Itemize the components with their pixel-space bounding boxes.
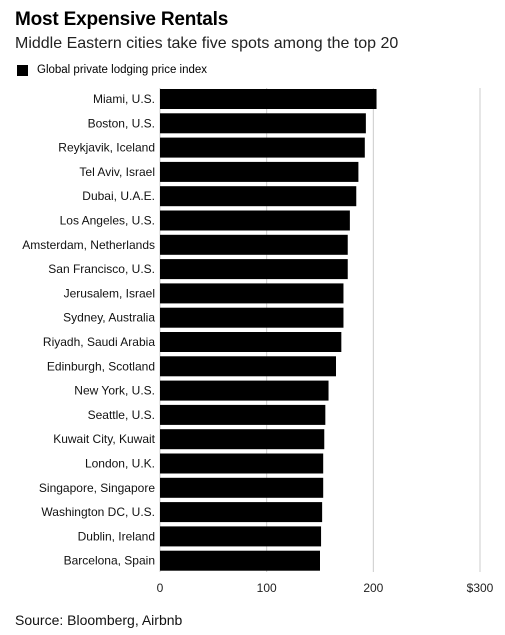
bar: [160, 307, 344, 328]
bar: [160, 550, 320, 571]
category-label: San Francisco, U.S.: [48, 262, 155, 276]
bar: [160, 380, 329, 401]
category-label: Washington DC, U.S.: [41, 505, 155, 519]
bar: [160, 429, 325, 450]
category-label: Miami, U.S.: [93, 92, 155, 106]
category-label: Edinburgh, Scotland: [47, 359, 155, 373]
category-label: Sydney, Australia: [63, 311, 155, 325]
bar: [160, 477, 324, 498]
category-label: Barcelona, Spain: [64, 554, 155, 568]
chart-subtitle: Middle Eastern cities take five spots am…: [15, 35, 399, 52]
x-tick-label: 100: [257, 581, 277, 595]
category-label: Reykjavik, Iceland: [58, 141, 155, 155]
legend-swatch: [17, 64, 28, 76]
bar: [160, 283, 344, 304]
gridlines: [159, 88, 481, 572]
x-tick-label: 200: [363, 581, 383, 595]
legend-label: Global private lodging price index: [37, 64, 208, 76]
x-axis-ticks: 0 100 200 $300: [157, 581, 494, 595]
category-label: Seattle, U.S.: [88, 408, 155, 422]
bar: [160, 137, 365, 158]
bars: [160, 89, 377, 571]
bar: [160, 453, 324, 474]
bar: [160, 332, 342, 352]
bar: [160, 161, 359, 182]
category-label: Tel Aviv, Israel: [79, 165, 155, 179]
bar: [160, 89, 377, 109]
category-label: Dubai, U.A.E.: [82, 189, 155, 203]
category-label: Kuwait City, Kuwait: [53, 432, 155, 446]
source-note: Source: Bloomberg, Airbnb: [15, 612, 183, 628]
category-labels: Miami, U.S. Boston, U.S. Reykjavik, Icelan…: [22, 92, 155, 568]
bar: [160, 502, 323, 523]
category-label: Los Angeles, U.S.: [60, 214, 155, 228]
category-label: Dublin, Ireland: [78, 529, 155, 543]
legend: Global private lodging price index: [17, 64, 207, 76]
x-tick-label: $300: [467, 581, 494, 595]
bar: [160, 259, 348, 280]
bar: [160, 113, 366, 134]
category-label: Boston, U.S.: [88, 116, 155, 130]
category-label: Amsterdam, Netherlands: [22, 238, 155, 252]
bar: [160, 186, 357, 207]
bar: [160, 210, 350, 231]
category-label: London, U.K.: [85, 457, 155, 471]
x-tick-label: 0: [157, 581, 164, 595]
bar: [160, 234, 348, 255]
bar: [160, 356, 336, 377]
bar: [160, 526, 322, 547]
category-label: Singapore, Singapore: [39, 481, 155, 495]
category-label: Jerusalem, Israel: [64, 286, 155, 300]
category-label: New York, U.S.: [74, 384, 155, 398]
chart-title: Most Expensive Rentals: [15, 9, 229, 30]
category-label: Riyadh, Saudi Arabia: [43, 335, 155, 349]
bar: [160, 404, 326, 425]
